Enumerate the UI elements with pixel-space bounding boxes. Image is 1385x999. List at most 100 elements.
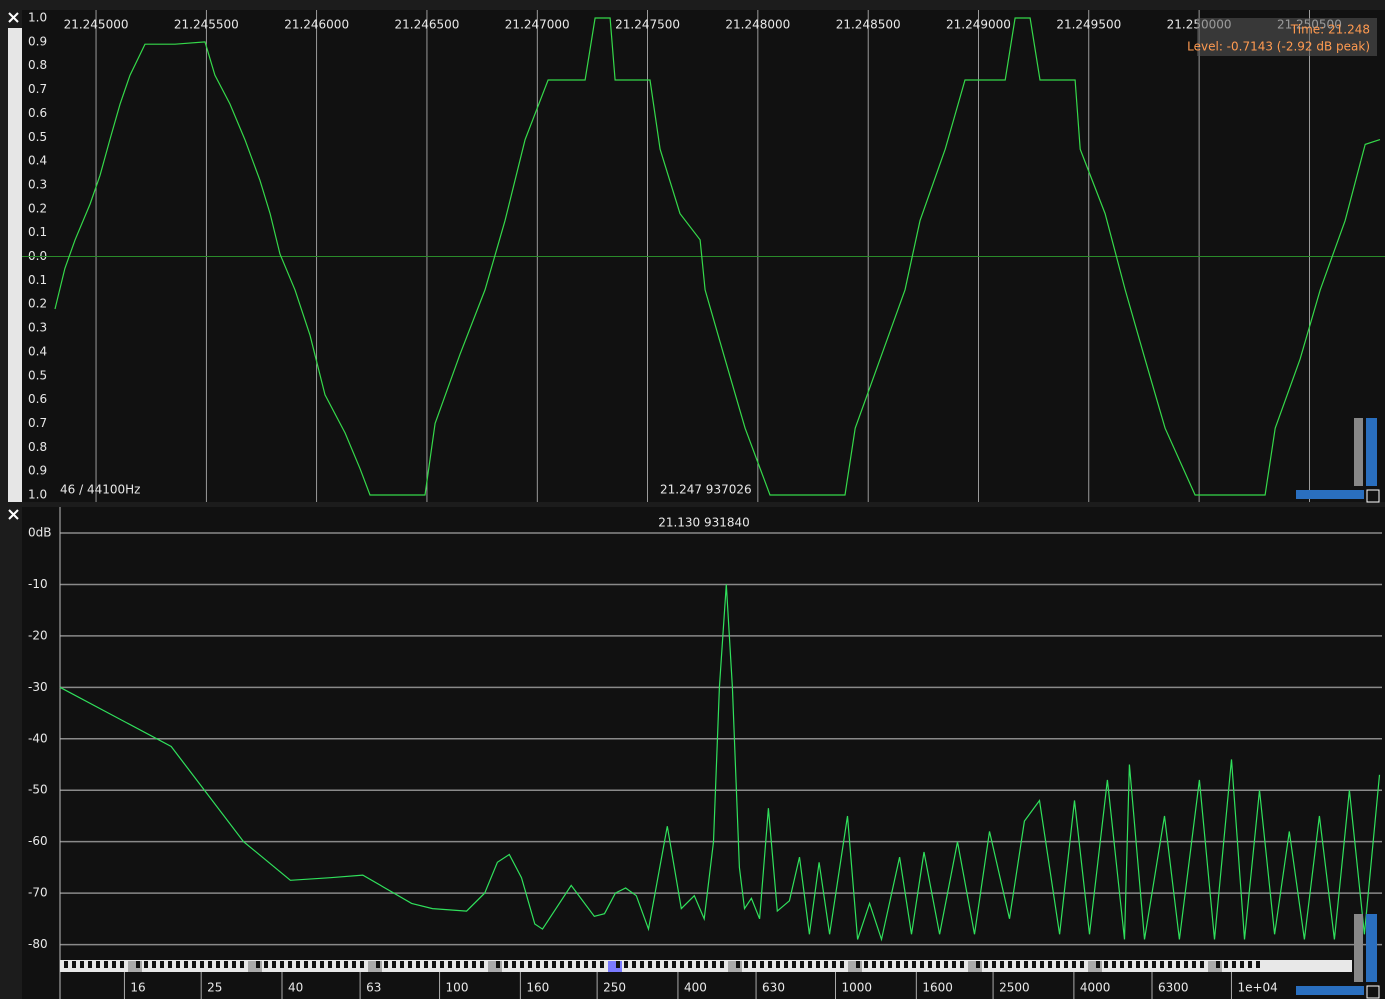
keyboard-key xyxy=(200,961,204,968)
keyboard-key xyxy=(1128,961,1132,968)
keyboard-key xyxy=(608,961,622,972)
keyboard-key xyxy=(600,961,604,968)
x-tick-label: 250 xyxy=(603,981,626,995)
meter xyxy=(1354,418,1363,486)
keyboard-key xyxy=(352,961,356,968)
meter xyxy=(1296,986,1364,995)
keyboard-key xyxy=(464,961,468,968)
keyboard-key xyxy=(480,961,484,968)
meter xyxy=(1366,418,1377,486)
keyboard-key xyxy=(824,961,828,968)
annotation: Level: -0.7143 (-2.92 dB peak) xyxy=(1187,40,1370,54)
y-tick-label: 0.4 xyxy=(28,154,47,168)
keyboard-key xyxy=(1056,961,1060,968)
keyboard-key xyxy=(192,961,196,968)
keyboard-key xyxy=(784,961,788,968)
y-tick-label: 0.5 xyxy=(28,130,47,144)
keyboard-key xyxy=(896,961,900,968)
keyboard-key xyxy=(520,961,524,968)
close-button[interactable] xyxy=(8,509,19,520)
keyboard-key xyxy=(1072,961,1076,968)
keyboard-key xyxy=(624,961,628,968)
keyboard-key xyxy=(808,961,812,968)
x-tick-label: 100 xyxy=(446,981,469,995)
keyboard-key xyxy=(216,961,220,968)
keyboard-key xyxy=(96,961,100,968)
keyboard-key xyxy=(296,961,300,968)
y-tick-label: 0.2 xyxy=(28,201,47,215)
keyboard-key xyxy=(1136,961,1140,968)
keyboard-key xyxy=(800,961,804,968)
y-tick-label: 0.8 xyxy=(28,58,47,72)
keyboard-key xyxy=(408,961,412,968)
x-tick-label: 21.247000 xyxy=(505,18,570,32)
meter-toggle[interactable] xyxy=(1366,489,1380,503)
keyboard-key xyxy=(1184,961,1188,968)
keyboard-key xyxy=(400,961,404,968)
keyboard-key xyxy=(728,961,742,972)
keyboard-key xyxy=(1016,961,1020,968)
keyboard-key xyxy=(1144,961,1148,968)
x-tick-label: 1600 xyxy=(922,981,953,995)
keyboard-key xyxy=(840,961,844,968)
keyboard-key xyxy=(912,961,916,968)
keyboard-key xyxy=(88,961,92,968)
keyboard-key xyxy=(536,961,540,968)
keyboard-key xyxy=(240,961,244,968)
keyboard-key xyxy=(416,961,420,968)
keyboard-key xyxy=(1152,961,1156,968)
keyboard-key xyxy=(80,961,84,968)
keyboard-key xyxy=(1160,961,1164,968)
keyboard-key xyxy=(816,961,820,968)
y-tick-label: 0.4 xyxy=(28,344,47,358)
keyboard-key xyxy=(704,961,708,968)
meter-toggle[interactable] xyxy=(1366,985,1380,999)
y-tick-label: 0.1 xyxy=(28,273,47,287)
keyboard-key xyxy=(736,961,740,968)
x-tick-label: 4000 xyxy=(1080,981,1111,995)
x-tick-label: 6300 xyxy=(1158,981,1189,995)
keyboard-key xyxy=(616,961,620,968)
x-tick-label: 63 xyxy=(366,981,381,995)
meter xyxy=(1354,914,1363,982)
keyboard-key xyxy=(288,961,292,968)
x-tick-label: 16 xyxy=(130,981,145,995)
keyboard-key xyxy=(128,961,142,972)
keyboard-key xyxy=(992,961,996,968)
keyboard-key xyxy=(832,961,836,968)
keyboard-key xyxy=(424,961,428,968)
keyboard-key xyxy=(968,961,982,972)
keyboard-key xyxy=(880,961,884,968)
keyboard-key xyxy=(1032,961,1036,968)
y-tick-label: 0dB xyxy=(28,526,51,540)
x-tick-label: 160 xyxy=(526,981,549,995)
keyboard-key xyxy=(376,961,380,968)
keyboard-key xyxy=(720,961,724,968)
x-tick-label: 2500 xyxy=(999,981,1030,995)
y-tick-label: 0.8 xyxy=(28,440,47,454)
keyboard-key xyxy=(1096,961,1100,968)
keyboard-key xyxy=(984,961,988,968)
close-button[interactable] xyxy=(8,12,19,23)
keyboard-key xyxy=(688,961,692,968)
x-tick-label: 21.246000 xyxy=(284,18,349,32)
keyboard-key xyxy=(432,961,436,968)
keyboard-key xyxy=(336,961,340,968)
data-line xyxy=(54,17,1381,496)
x-tick-label: 21.248000 xyxy=(725,18,790,32)
x-tick-label: 21.245000 xyxy=(64,18,129,32)
y-tick-label: 0.5 xyxy=(28,368,47,382)
keyboard-key xyxy=(776,961,780,968)
annotation: 21.130 931840 xyxy=(658,516,750,530)
keyboard-key xyxy=(976,961,980,968)
keyboard-key xyxy=(560,961,564,968)
annotation: 46 / 44100Hz xyxy=(60,483,140,497)
keyboard-key xyxy=(488,961,502,972)
keyboard-key xyxy=(864,961,868,968)
keyboard-key xyxy=(648,961,652,968)
keyboard-key xyxy=(72,961,76,968)
keyboard-key xyxy=(1200,961,1204,968)
keyboard-key xyxy=(544,961,548,968)
keyboard-key xyxy=(872,961,876,968)
keyboard-key xyxy=(1040,961,1044,968)
